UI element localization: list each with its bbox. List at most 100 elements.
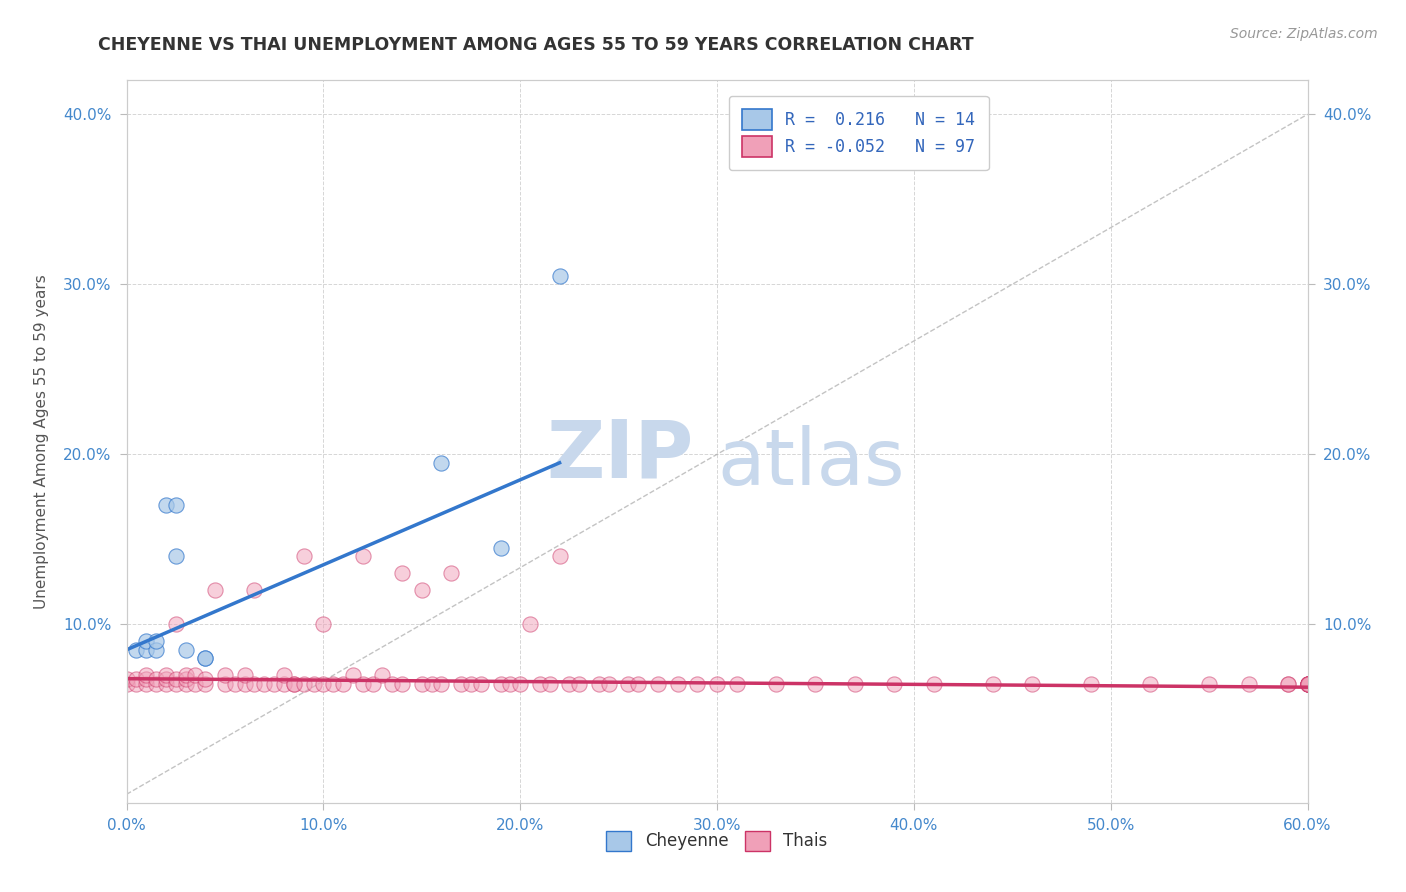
Point <box>489 677 512 691</box>
Point <box>283 677 305 691</box>
Point <box>706 677 728 691</box>
Point <box>135 642 157 657</box>
Point <box>145 672 167 686</box>
Point <box>194 651 217 665</box>
Point <box>165 672 187 686</box>
Point <box>647 677 669 691</box>
Point <box>489 541 512 555</box>
Point <box>617 677 640 691</box>
Point <box>1296 677 1319 691</box>
Point <box>115 672 138 686</box>
Point <box>1277 677 1299 691</box>
Point <box>519 617 541 632</box>
Point <box>548 268 571 283</box>
Point <box>1237 677 1260 691</box>
Point <box>135 668 157 682</box>
Point <box>430 456 453 470</box>
Point <box>538 677 561 691</box>
Point <box>371 668 394 682</box>
Point <box>1139 677 1161 691</box>
Point <box>352 549 374 564</box>
Text: atlas: atlas <box>717 425 904 501</box>
Point <box>155 677 177 691</box>
Point <box>155 672 177 686</box>
Point <box>214 677 236 691</box>
Point <box>302 677 325 691</box>
Point <box>165 498 187 512</box>
Point <box>194 677 217 691</box>
Point <box>1296 677 1319 691</box>
Point <box>430 677 453 691</box>
Point <box>125 677 148 691</box>
Point <box>292 677 315 691</box>
Point <box>253 677 276 691</box>
Point <box>1021 677 1043 691</box>
Point <box>499 677 522 691</box>
Point <box>588 677 610 691</box>
Point <box>322 677 344 691</box>
Point <box>332 677 354 691</box>
Text: ZIP: ZIP <box>546 417 693 495</box>
Point <box>352 677 374 691</box>
Point <box>292 549 315 564</box>
Point <box>243 677 266 691</box>
Legend: Cheyenne, Thais: Cheyenne, Thais <box>598 822 837 860</box>
Point <box>165 617 187 632</box>
Point <box>312 677 335 691</box>
Y-axis label: Unemployment Among Ages 55 to 59 years: Unemployment Among Ages 55 to 59 years <box>34 274 49 609</box>
Point <box>1296 677 1319 691</box>
Point <box>391 677 413 691</box>
Point <box>155 498 177 512</box>
Point <box>1296 677 1319 691</box>
Point <box>568 677 591 691</box>
Point <box>165 549 187 564</box>
Point <box>1296 677 1319 691</box>
Point <box>450 677 472 691</box>
Point <box>765 677 787 691</box>
Point <box>598 677 620 691</box>
Point <box>204 583 226 598</box>
Point <box>184 668 207 682</box>
Point <box>686 677 709 691</box>
Point <box>1296 677 1319 691</box>
Point <box>115 677 138 691</box>
Point <box>804 677 827 691</box>
Point <box>233 668 256 682</box>
Point <box>174 668 197 682</box>
Point <box>381 677 404 691</box>
Point <box>558 677 581 691</box>
Point <box>411 583 433 598</box>
Point <box>174 672 197 686</box>
Point <box>922 677 945 691</box>
Point <box>470 677 492 691</box>
Point <box>145 642 167 657</box>
Point <box>224 677 246 691</box>
Point <box>981 677 1004 691</box>
Point <box>243 583 266 598</box>
Point <box>844 677 866 691</box>
Point <box>361 677 384 691</box>
Point <box>194 651 217 665</box>
Point <box>1277 677 1299 691</box>
Point <box>184 677 207 691</box>
Point <box>165 677 187 691</box>
Point <box>214 668 236 682</box>
Point <box>1080 677 1102 691</box>
Point <box>283 677 305 691</box>
Point <box>725 677 748 691</box>
Point <box>666 677 689 691</box>
Point <box>125 642 148 657</box>
Point <box>194 672 217 686</box>
Point <box>460 677 482 691</box>
Point <box>145 634 167 648</box>
Point <box>883 677 905 691</box>
Point <box>125 672 148 686</box>
Point <box>155 668 177 682</box>
Point <box>135 634 157 648</box>
Point <box>509 677 531 691</box>
Point <box>411 677 433 691</box>
Point <box>174 642 197 657</box>
Point <box>135 677 157 691</box>
Point <box>627 677 650 691</box>
Point <box>135 672 157 686</box>
